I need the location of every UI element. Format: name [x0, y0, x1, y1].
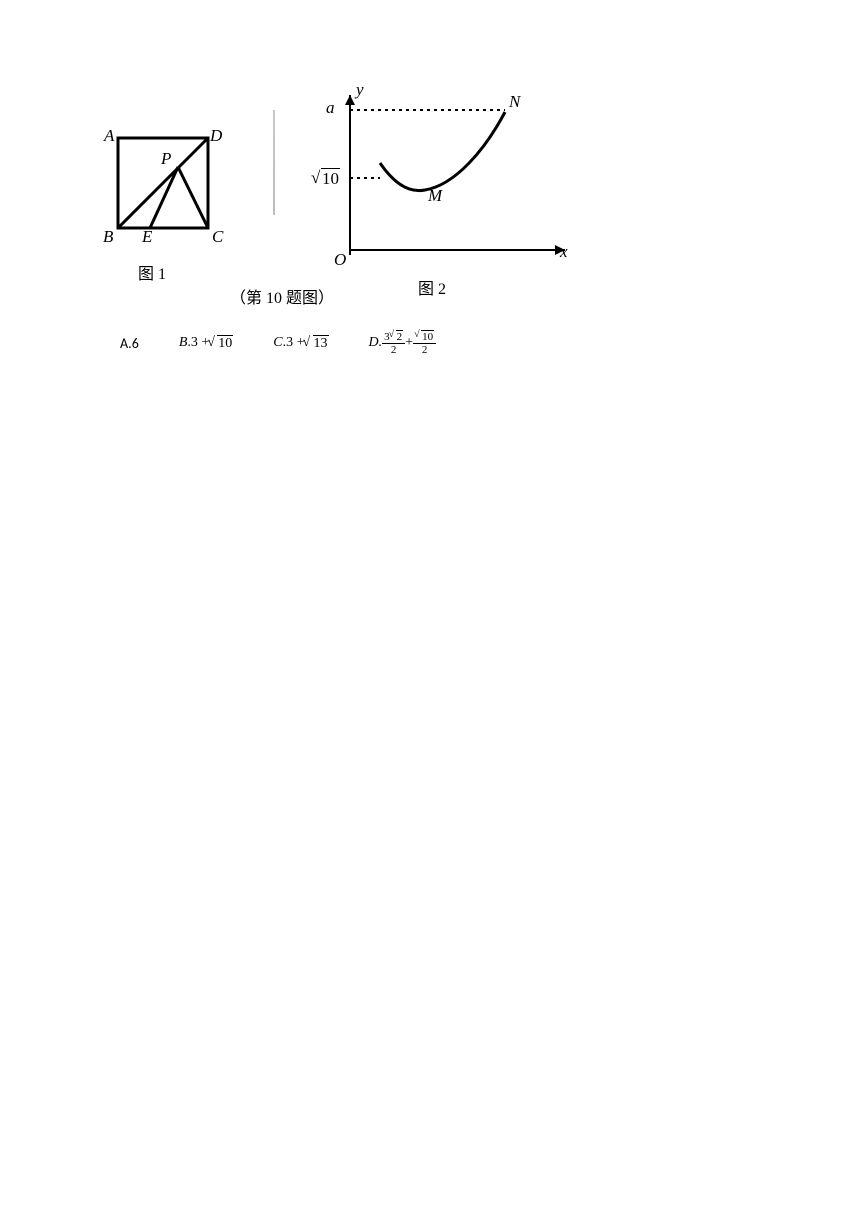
- label-P: P: [161, 149, 171, 169]
- answer-C-sqrt: 13: [313, 335, 329, 352]
- figure-2-caption: 图 2: [418, 275, 446, 299]
- label-N: N: [509, 92, 520, 112]
- y-axis-label: y: [356, 80, 364, 100]
- D-frac1-den: 2: [389, 344, 399, 356]
- label-D: D: [210, 126, 222, 146]
- answer-C: C.3 + 13: [273, 335, 328, 352]
- answer-B: B.3 + 10: [179, 335, 233, 352]
- answer-C-prefix: C: [273, 335, 282, 351]
- answer-B-sqrt: 10: [217, 335, 233, 352]
- answer-B-prefix: B: [179, 335, 188, 351]
- figures-container: A D B E C P 图 1 y a N M x O 10 图 2: [100, 90, 580, 320]
- label-C: C: [212, 227, 223, 247]
- label-B: B: [103, 227, 113, 247]
- x-axis-label: x: [560, 242, 568, 262]
- sqrt10-value: 10: [321, 168, 340, 189]
- answer-D: D. 32 2 + 10 2: [369, 330, 437, 356]
- figure-1-caption: 图 1: [138, 260, 166, 284]
- D-frac2-sqrt: 10: [421, 330, 434, 343]
- label-E: E: [142, 227, 152, 247]
- figure-1: A D B E C P 图 1: [100, 120, 230, 255]
- answer-C-num: .3 +: [283, 335, 305, 351]
- sqrt10-label: 10: [313, 168, 340, 189]
- D-frac2-den: 2: [420, 344, 430, 356]
- answer-B-num: .3 +: [187, 335, 209, 351]
- figure-2: y a N M x O 10 图 2: [310, 80, 580, 285]
- figure-2-svg: [310, 80, 580, 280]
- answer-choices: A.6 B.3 + 10 C.3 + 13 D. 32 2 + 10 2: [120, 330, 620, 356]
- D-frac1-sqrt: 2: [396, 330, 404, 343]
- problem-title: （第 10 题图）: [230, 284, 334, 308]
- origin-label: O: [334, 250, 346, 270]
- D-plus: +: [405, 335, 413, 351]
- label-a: a: [326, 98, 335, 118]
- answer-D-prefix: D.: [369, 335, 383, 351]
- divider-mark: [273, 110, 275, 215]
- label-A: A: [104, 126, 114, 146]
- label-M: M: [428, 186, 442, 206]
- answer-A: A.6: [120, 335, 139, 352]
